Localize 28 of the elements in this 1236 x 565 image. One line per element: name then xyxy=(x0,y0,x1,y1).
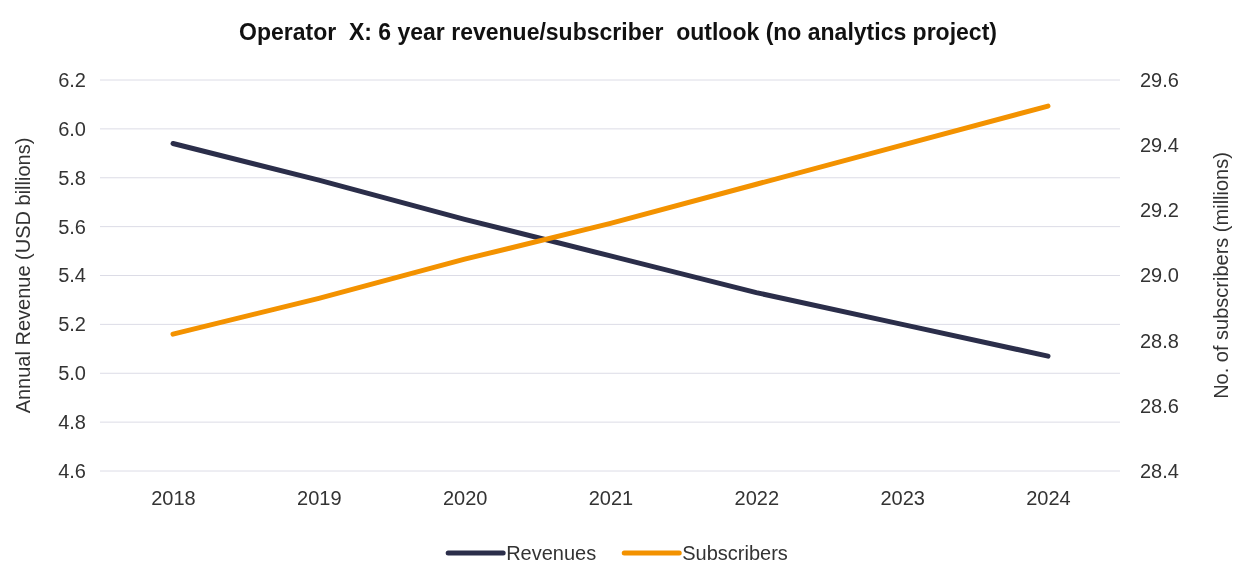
x-tick-label: 2019 xyxy=(297,487,342,510)
y2-axis-title: No. of subscribers (millions) xyxy=(1210,152,1232,399)
y2-tick-label: 28.8 xyxy=(1140,329,1179,352)
y-tick-label: 6.2 xyxy=(58,68,86,91)
y-tick-label: 5.4 xyxy=(58,264,86,287)
x-tick-label: 2024 xyxy=(1026,487,1071,510)
x-tick-label: 2023 xyxy=(880,487,925,510)
y2-tick-label: 28.6 xyxy=(1140,394,1179,417)
y-tick-label: 5.6 xyxy=(58,215,86,238)
x-tick-label: 2018 xyxy=(151,487,196,510)
y-tick-label: 4.6 xyxy=(58,459,86,482)
x-tick-label: 2021 xyxy=(588,487,634,510)
y-tick-label: 5.2 xyxy=(58,313,86,336)
y-tick-label: 6.0 xyxy=(58,117,86,140)
y2-tick-label: 29.4 xyxy=(1140,134,1179,157)
y-tick-label: 4.8 xyxy=(58,411,86,434)
y2-tick-label: 29.0 xyxy=(1140,264,1179,287)
chart-title: Operator X: 6 year revenue/subscriber outlook (no analytics project) xyxy=(239,19,997,45)
y2-tick-label: 29.6 xyxy=(1140,68,1179,91)
x-tick-label: 2022 xyxy=(734,487,780,510)
legend-label: Revenues xyxy=(506,542,597,564)
y-tick-label: 5.8 xyxy=(58,166,86,189)
y-tick-label: 5.0 xyxy=(58,362,86,385)
y2-tick-label: 28.4 xyxy=(1140,459,1179,482)
y2-tick-label: 29.2 xyxy=(1140,199,1179,222)
legend-label: Subscribers xyxy=(682,542,788,564)
y-axis-title: Annual Revenue (USD billions) xyxy=(12,137,34,414)
x-tick-label: 2020 xyxy=(442,487,488,510)
